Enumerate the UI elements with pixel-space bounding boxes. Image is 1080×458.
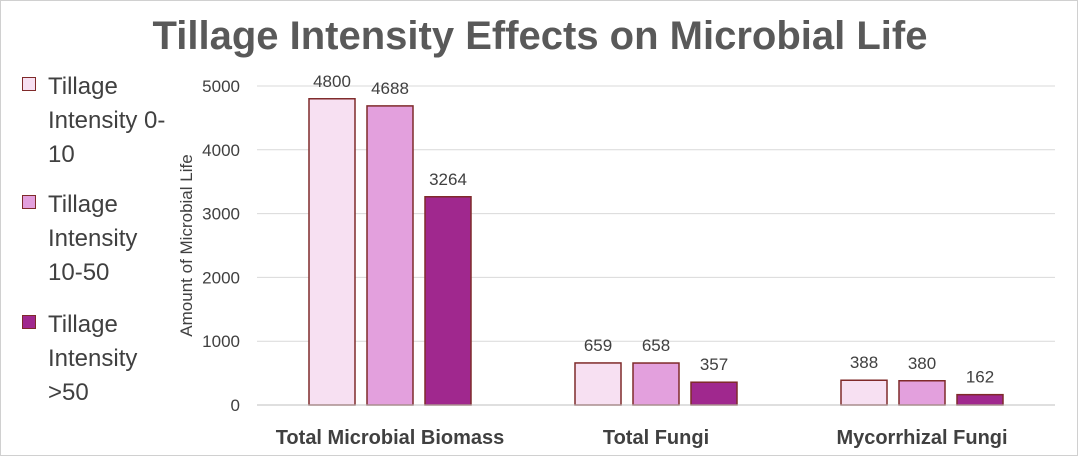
data-label: 357 bbox=[700, 355, 728, 374]
bar bbox=[956, 393, 1004, 406]
data-label: 4800 bbox=[313, 72, 351, 91]
bar bbox=[898, 380, 946, 406]
y-tick-label: 3000 bbox=[202, 205, 240, 224]
y-tick-label: 0 bbox=[231, 396, 240, 415]
y-tick-label: 1000 bbox=[202, 332, 240, 351]
bar bbox=[366, 105, 414, 406]
x-tick-label: Total Microbial Biomass bbox=[276, 427, 505, 449]
y-tick-label: 4000 bbox=[202, 141, 240, 160]
legend-label: Tillage Intensity 0-10 bbox=[48, 73, 166, 168]
data-label: 380 bbox=[908, 354, 936, 373]
legend-label: Tillage Intensity >50 bbox=[48, 311, 138, 406]
x-tick-label: Total Fungi bbox=[603, 427, 709, 449]
data-label: 3264 bbox=[429, 170, 467, 189]
bar bbox=[690, 381, 738, 406]
data-label: 659 bbox=[584, 336, 612, 355]
bar bbox=[840, 379, 888, 406]
bar bbox=[632, 362, 680, 406]
bar bbox=[308, 98, 356, 406]
legend-swatch-intensity-over-50 bbox=[22, 315, 36, 329]
data-label: 658 bbox=[642, 336, 670, 355]
x-tick-label: Mycorrhizal Fungi bbox=[836, 427, 1007, 449]
chart-title: Tillage Intensity Effects on Microbial L… bbox=[152, 14, 928, 58]
y-tick-label: 2000 bbox=[202, 268, 240, 287]
legend-swatch-intensity-0-10 bbox=[22, 77, 36, 91]
y-tick-label: 5000 bbox=[202, 77, 240, 96]
data-label: 162 bbox=[966, 368, 994, 387]
y-axis-label: Amount of Microbial Life bbox=[177, 154, 196, 336]
legend-swatch-intensity-10-50 bbox=[22, 195, 36, 209]
bar bbox=[424, 196, 472, 406]
legend-label: Tillage Intensity 10-50 bbox=[48, 191, 138, 286]
data-label: 388 bbox=[850, 353, 878, 372]
data-label: 4688 bbox=[371, 79, 409, 98]
bar bbox=[574, 362, 622, 406]
